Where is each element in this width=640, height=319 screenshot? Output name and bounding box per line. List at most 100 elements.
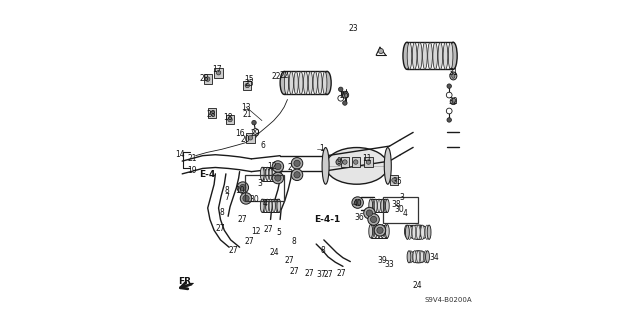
Bar bbox=[390, 175, 398, 185]
Circle shape bbox=[291, 158, 303, 169]
Ellipse shape bbox=[378, 199, 380, 212]
Circle shape bbox=[352, 197, 364, 208]
Text: 27: 27 bbox=[305, 269, 315, 278]
Text: 21: 21 bbox=[187, 154, 196, 163]
Circle shape bbox=[342, 92, 349, 98]
Ellipse shape bbox=[260, 167, 264, 181]
Ellipse shape bbox=[280, 71, 288, 94]
Ellipse shape bbox=[289, 71, 294, 94]
Text: 21: 21 bbox=[243, 110, 252, 119]
Ellipse shape bbox=[443, 42, 448, 70]
Ellipse shape bbox=[424, 251, 428, 263]
Ellipse shape bbox=[326, 147, 388, 184]
Bar bbox=[383, 197, 418, 223]
Circle shape bbox=[447, 118, 451, 122]
Text: 4: 4 bbox=[262, 199, 268, 208]
Ellipse shape bbox=[426, 251, 429, 263]
Ellipse shape bbox=[385, 199, 389, 212]
Ellipse shape bbox=[438, 42, 443, 70]
Circle shape bbox=[239, 184, 246, 191]
Ellipse shape bbox=[406, 225, 410, 239]
Bar bbox=[246, 133, 255, 143]
Ellipse shape bbox=[378, 225, 380, 238]
Text: 26: 26 bbox=[339, 91, 349, 100]
Ellipse shape bbox=[384, 199, 387, 212]
Ellipse shape bbox=[407, 42, 412, 70]
Text: 14: 14 bbox=[175, 150, 185, 159]
Ellipse shape bbox=[323, 71, 327, 94]
Circle shape bbox=[294, 160, 300, 167]
Circle shape bbox=[366, 210, 372, 216]
Circle shape bbox=[342, 91, 348, 97]
Ellipse shape bbox=[422, 42, 428, 70]
Ellipse shape bbox=[417, 251, 420, 263]
Text: 3: 3 bbox=[400, 193, 404, 202]
Ellipse shape bbox=[428, 42, 433, 70]
Text: 8: 8 bbox=[220, 208, 224, 217]
Ellipse shape bbox=[371, 199, 374, 212]
Circle shape bbox=[342, 101, 347, 105]
Text: 12: 12 bbox=[251, 227, 260, 236]
Ellipse shape bbox=[408, 225, 412, 239]
Text: 27: 27 bbox=[228, 246, 238, 255]
Ellipse shape bbox=[266, 167, 269, 181]
Circle shape bbox=[371, 216, 377, 223]
Ellipse shape bbox=[420, 225, 424, 239]
Ellipse shape bbox=[323, 71, 331, 94]
Text: 16: 16 bbox=[235, 129, 244, 138]
Text: 27: 27 bbox=[238, 215, 248, 224]
Ellipse shape bbox=[418, 225, 422, 237]
Ellipse shape bbox=[384, 225, 387, 238]
Circle shape bbox=[377, 227, 383, 234]
Circle shape bbox=[272, 172, 284, 184]
Bar bbox=[208, 108, 216, 118]
Ellipse shape bbox=[403, 42, 411, 70]
Text: 27: 27 bbox=[244, 237, 254, 246]
Ellipse shape bbox=[313, 71, 317, 94]
Circle shape bbox=[336, 159, 342, 165]
Text: 18: 18 bbox=[223, 113, 233, 122]
Ellipse shape bbox=[273, 199, 275, 212]
Ellipse shape bbox=[273, 167, 275, 181]
Ellipse shape bbox=[412, 225, 416, 239]
Text: 27: 27 bbox=[337, 269, 346, 278]
Text: E-4-1: E-4-1 bbox=[314, 215, 340, 224]
Bar bbox=[245, 175, 284, 201]
Ellipse shape bbox=[277, 199, 281, 212]
Text: 7: 7 bbox=[225, 193, 229, 202]
Circle shape bbox=[237, 182, 248, 193]
Bar bbox=[364, 157, 372, 167]
Ellipse shape bbox=[299, 71, 303, 94]
Circle shape bbox=[228, 117, 232, 122]
Ellipse shape bbox=[420, 251, 424, 263]
Circle shape bbox=[243, 195, 249, 202]
Circle shape bbox=[378, 48, 383, 54]
Text: 2: 2 bbox=[287, 163, 292, 172]
Ellipse shape bbox=[308, 71, 312, 94]
Text: 19: 19 bbox=[187, 166, 196, 175]
Ellipse shape bbox=[452, 73, 455, 78]
Ellipse shape bbox=[420, 225, 424, 237]
Ellipse shape bbox=[262, 199, 266, 212]
Ellipse shape bbox=[374, 199, 377, 212]
Text: 27: 27 bbox=[323, 271, 333, 279]
Text: 33: 33 bbox=[385, 260, 394, 269]
Circle shape bbox=[275, 175, 281, 181]
Text: 40: 40 bbox=[353, 199, 362, 208]
Ellipse shape bbox=[414, 225, 418, 237]
Text: 20: 20 bbox=[240, 135, 250, 144]
Circle shape bbox=[338, 95, 344, 101]
Circle shape bbox=[366, 160, 371, 164]
Ellipse shape bbox=[276, 167, 278, 181]
Ellipse shape bbox=[284, 71, 289, 94]
Text: 31: 31 bbox=[449, 68, 458, 77]
Text: 39: 39 bbox=[378, 256, 387, 265]
Text: FR.: FR. bbox=[179, 277, 195, 286]
Text: 32: 32 bbox=[449, 97, 458, 106]
Text: 25: 25 bbox=[244, 79, 254, 88]
Ellipse shape bbox=[262, 167, 266, 181]
Text: 28: 28 bbox=[206, 110, 216, 119]
Text: 22: 22 bbox=[280, 71, 289, 80]
Text: 30: 30 bbox=[394, 205, 404, 214]
Text: 38: 38 bbox=[391, 200, 401, 209]
